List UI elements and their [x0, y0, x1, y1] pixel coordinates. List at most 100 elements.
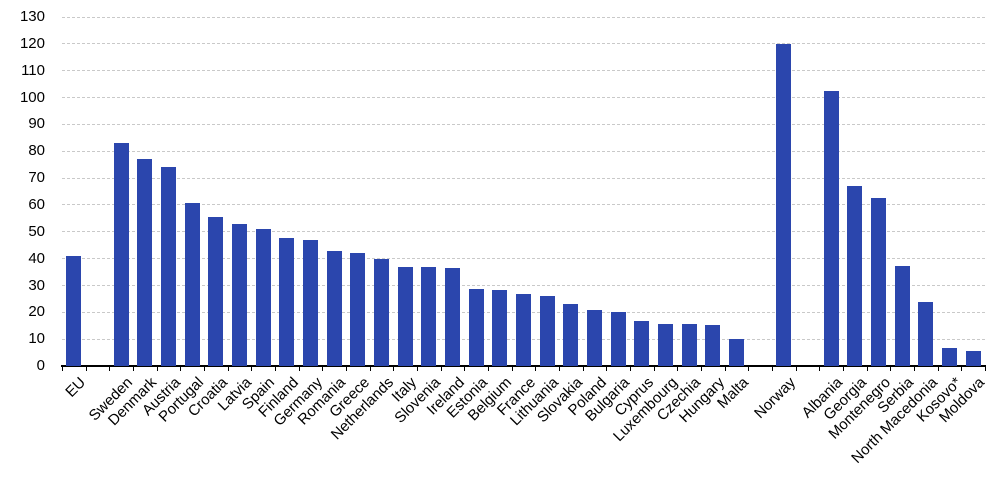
bar-austria [161, 166, 176, 366]
y-axis-tick-label-110: 110 [21, 61, 45, 79]
x-axis-tick [843, 367, 844, 371]
bar-romania [326, 250, 342, 366]
bar-lithuania [539, 296, 555, 366]
y-gridline-120 [62, 43, 985, 45]
x-axis-tick [819, 367, 821, 371]
x-axis-tick [109, 367, 111, 371]
bar-north-macedonia [918, 301, 934, 366]
y-gridline-80 [62, 150, 985, 152]
x-axis-tick [890, 367, 892, 371]
x-axis-tick [275, 367, 276, 371]
y-gridline-30 [62, 285, 985, 286]
x-axis-tick [440, 367, 442, 371]
y-gridline-110 [62, 70, 985, 72]
y-axis-tick-label-0: 0 [36, 357, 45, 374]
x-axis-tick [606, 367, 608, 371]
x-axis-tick [630, 367, 631, 371]
x-axis-tick [464, 367, 466, 371]
x-axis-tick [653, 367, 655, 371]
bar-moldova [965, 350, 981, 366]
y-gridline-90 [62, 123, 985, 125]
bar-denmark [137, 159, 153, 366]
bar-hungary [705, 324, 721, 366]
x-axis-tick [156, 367, 158, 371]
bar-france [516, 293, 531, 366]
y-axis-tick-label-50: 50 [28, 222, 45, 240]
bar-norway [776, 44, 792, 366]
x-axis-tick [866, 367, 868, 371]
y-gridline-130 [62, 16, 985, 18]
y-axis-tick-label-70: 70 [28, 169, 45, 187]
bar-montenegro [871, 198, 886, 366]
x-axis-tick [511, 367, 513, 371]
bar-latvia [232, 223, 247, 366]
y-axis-tick-label-120: 120 [19, 34, 45, 52]
x-axis-tick [251, 367, 253, 371]
bar-greece [350, 253, 366, 366]
y-axis-tick-label-80: 80 [28, 142, 45, 160]
x-axis-tick [985, 367, 986, 371]
bar-kosovo [942, 347, 957, 366]
bar-spain [255, 229, 271, 366]
bar-albania [823, 91, 839, 366]
x-axis-tick [227, 367, 229, 371]
bar-malta [729, 339, 744, 366]
y-axis-tick-label-100: 100 [19, 88, 45, 106]
x-axis-tick [724, 367, 726, 371]
y-axis-tick-label-20: 20 [28, 303, 45, 321]
bar-germany [303, 240, 318, 366]
x-axis-tick [85, 367, 87, 371]
x-axis-tick [795, 367, 797, 371]
x-axis-tick [772, 367, 773, 371]
x-axis-tick [535, 367, 537, 371]
y-gridline-40 [62, 258, 985, 260]
bar-ireland [445, 267, 460, 366]
x-axis-tick [346, 367, 347, 371]
bar-portugal [184, 203, 200, 366]
bar-poland [587, 309, 602, 366]
x-axis-tick [322, 367, 324, 371]
y-axis-tick-label-40: 40 [28, 249, 45, 267]
x-axis-tick [488, 367, 489, 371]
y-axis-tick-label-130: 130 [19, 8, 45, 25]
x-axis-tick [748, 367, 750, 371]
bar-italy [397, 266, 413, 366]
bar-sweden [113, 142, 129, 366]
x-axis-line [61, 365, 986, 367]
x-axis-tick [298, 367, 300, 371]
x-axis-tick [393, 367, 395, 371]
bar-czechia [681, 324, 697, 366]
bar-finland [279, 237, 295, 366]
bar-luxembourg [658, 323, 673, 366]
y-gridline-60 [62, 204, 985, 206]
x-axis-tick [180, 367, 182, 371]
y-axis-tick-label-30: 30 [28, 276, 45, 294]
bar-slovenia [421, 266, 437, 366]
bar-eu [66, 255, 82, 366]
x-axis-tick [677, 367, 679, 371]
bar-serbia [894, 265, 910, 366]
bar-bulgaria [610, 312, 626, 366]
x-axis-tick [204, 367, 205, 371]
y-axis-tick-label-90: 90 [28, 115, 45, 133]
bar-georgia [847, 186, 863, 366]
bar-croatia [208, 216, 224, 366]
bar-slovakia [563, 304, 579, 366]
x-axis-tick [559, 367, 560, 371]
y-gridline-50 [62, 231, 985, 233]
bar-cyprus [634, 320, 650, 366]
x-axis-tick [701, 367, 702, 371]
x-axis-tick [961, 367, 963, 371]
bar-estonia [468, 289, 484, 366]
x-axis-tick [417, 367, 418, 371]
x-axis-tick [62, 367, 63, 371]
x-axis-tick [582, 367, 584, 371]
y-gridline-100 [62, 97, 985, 98]
bar-belgium [492, 289, 508, 366]
y-axis-tick-label-10: 10 [28, 330, 45, 348]
x-axis-tick [369, 367, 371, 371]
y-gridline-70 [62, 177, 985, 179]
x-axis-tick [937, 367, 939, 371]
x-axis-tick [914, 367, 915, 371]
